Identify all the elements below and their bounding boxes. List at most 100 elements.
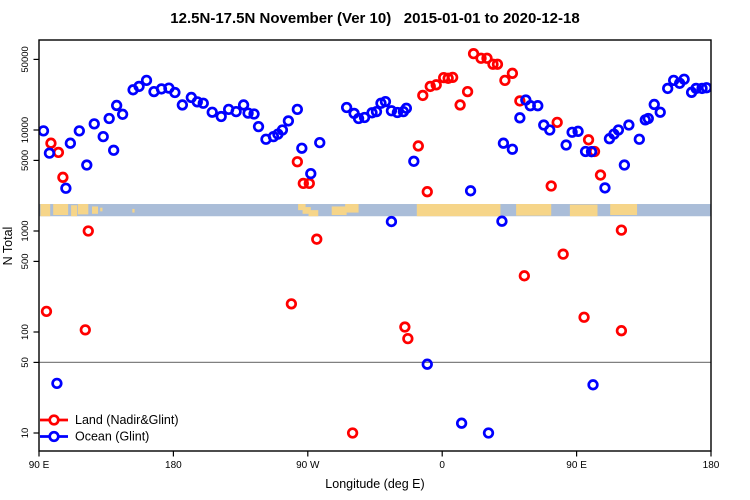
data-point: [346, 427, 359, 439]
data-point: [97, 130, 109, 143]
data-point: [615, 224, 628, 236]
data-point: [481, 52, 493, 64]
map-strip-land: [298, 204, 306, 211]
data-point: [594, 169, 607, 181]
data-point: [379, 95, 392, 108]
map-strip-land: [416, 204, 501, 217]
data-point: [282, 115, 295, 127]
map-strip-land: [610, 204, 638, 216]
data-point: [57, 171, 69, 183]
data-point: [455, 417, 468, 429]
x-axis-tick-label: 90 E: [29, 460, 50, 471]
data-point: [108, 144, 120, 156]
data-point: [176, 99, 189, 111]
data-point: [497, 137, 510, 149]
y-axis-tick-label: 50: [20, 357, 31, 368]
data-point: [690, 82, 702, 95]
data-point: [191, 96, 203, 108]
map-strip-land: [40, 204, 51, 217]
data-point: [642, 112, 654, 125]
y-axis-tick-label: 50000: [20, 46, 31, 72]
data-point: [237, 99, 250, 111]
data-point: [518, 270, 530, 282]
map-strip-land: [132, 208, 135, 213]
data-point: [491, 58, 504, 70]
data-point: [252, 120, 265, 133]
y-axis-tick-label: 10: [20, 428, 31, 439]
series-land: [40, 48, 628, 439]
data-point: [454, 99, 466, 111]
data-point: [197, 97, 209, 109]
data-point: [421, 358, 433, 370]
y-axis-tick-label: 5000: [20, 150, 31, 171]
data-point: [303, 177, 315, 190]
x-axis-tick-label: 90 W: [296, 460, 320, 471]
data-point: [578, 311, 590, 323]
series-ocean: [39, 73, 711, 439]
legend-label: Land (Nadir&Glint): [75, 413, 179, 427]
data-point: [654, 106, 666, 118]
data-point: [43, 147, 56, 159]
data-point: [276, 124, 289, 136]
map-strip-land: [302, 207, 311, 214]
legend: Land (Nadir&Glint) Ocean (Glint): [40, 413, 179, 444]
map-strip-land: [100, 207, 103, 212]
data-point: [291, 156, 303, 168]
data-point: [305, 167, 317, 180]
map-strip-land: [71, 205, 78, 217]
data-point: [633, 133, 645, 145]
x-axis-title: Longitude (deg E): [325, 477, 425, 491]
data-point: [370, 105, 383, 118]
data-point: [482, 427, 495, 439]
data-point: [648, 98, 660, 111]
data-point: [572, 125, 584, 137]
data-point: [585, 146, 598, 158]
data-point: [514, 95, 526, 107]
map-strip-land: [77, 204, 89, 215]
data-point: [612, 124, 625, 136]
data-point: [514, 112, 526, 124]
data-point: [64, 137, 77, 149]
map-strip-land: [92, 206, 98, 214]
data-point: [73, 125, 85, 137]
data-point: [421, 186, 433, 198]
data-point: [133, 80, 145, 93]
y-axis-tick-label: 500: [20, 253, 31, 269]
data-point: [461, 85, 474, 98]
data-point: [678, 73, 690, 85]
data-point: [464, 185, 477, 197]
data-point: [385, 105, 398, 117]
data-point: [39, 125, 50, 137]
data-point: [424, 80, 436, 93]
data-point: [399, 321, 411, 333]
data-point: [311, 233, 323, 245]
map-strip-land: [331, 206, 347, 216]
data-point: [496, 215, 508, 227]
data-point: [340, 101, 353, 114]
map-strip-land: [53, 204, 69, 216]
data-point: [400, 102, 413, 114]
data-point: [248, 108, 260, 120]
data-point: [587, 379, 599, 391]
data-point: [447, 71, 459, 84]
data-point: [545, 180, 557, 192]
data-point: [60, 182, 72, 194]
legend-marker: [48, 414, 60, 426]
data-point: [352, 112, 365, 125]
y-axis-tick-label: 1000: [20, 220, 31, 241]
data-point: [499, 74, 511, 87]
data-point: [296, 142, 308, 154]
data-point: [662, 82, 674, 95]
data-point: [544, 124, 556, 136]
data-point: [532, 100, 544, 112]
data-point: [79, 324, 91, 336]
y-axis-tick-label: 10000: [20, 117, 31, 143]
legend-label: Ocean (Glint): [75, 430, 149, 444]
data-point: [487, 58, 499, 70]
x-axis-tick-label: 0: [439, 460, 445, 471]
data-point: [40, 305, 53, 318]
data-point: [417, 89, 429, 102]
data-point: [696, 82, 708, 95]
